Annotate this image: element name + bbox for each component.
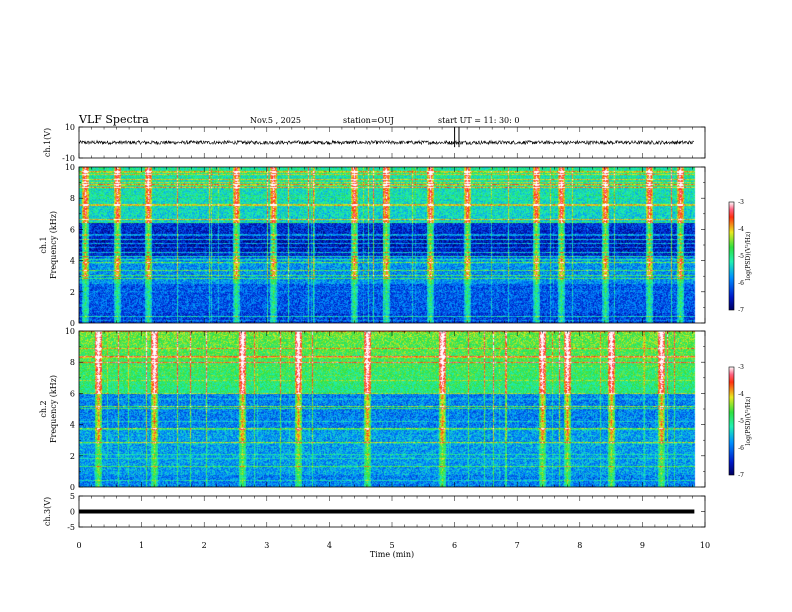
ch1-colorbar-scale <box>728 201 735 311</box>
x-tick-label: 6 <box>452 541 457 550</box>
x-axis: 0 1 2 3 4 5 6 7 8 9 10 Time (min) <box>76 541 710 559</box>
y-tick-label: -5 <box>67 523 75 532</box>
y-axis-label: ch.1(V) <box>43 128 52 157</box>
y-tick-label: 2 <box>70 452 75 461</box>
ch2-spectrogram-image <box>79 331 705 487</box>
ch1-colorbar: -3 -4 -5 -6 -7 log(PSD)(V²/Hz) <box>728 199 752 314</box>
x-tick-label: 2 <box>202 541 207 550</box>
y-axis-label-frequency: Frequency (kHz) <box>49 375 58 443</box>
y-tick-label: 8 <box>70 194 75 203</box>
x-tick-label: 4 <box>327 541 332 550</box>
y-tick-label: 4 <box>70 421 75 430</box>
date-label: Nov.5 , 2025 <box>250 116 301 125</box>
colorbar-tick-label: -3 <box>738 364 744 371</box>
ch1-waveform-panel: 10 -10 ch.1(V) <box>43 123 706 163</box>
colorbar-tick-label: -3 <box>738 199 744 206</box>
y-tick-label: 10 <box>65 163 75 172</box>
y-tick-label: -10 <box>62 154 75 163</box>
y-axis-label-channel: ch.2 <box>39 400 48 417</box>
y-tick-label: 8 <box>70 358 75 367</box>
colorbar-tick-label: -7 <box>738 472 744 479</box>
y-axis-label: ch.3(V) <box>43 497 52 526</box>
y-tick-label: 6 <box>70 389 75 398</box>
y-tick-label: 10 <box>65 123 75 132</box>
figure-title: VLF Spectra <box>78 113 149 126</box>
y-tick-label: 2 <box>70 288 75 297</box>
y-axis-label-channel: ch.1 <box>39 236 48 253</box>
colorbar-tick-label: -6 <box>738 280 744 287</box>
x-tick-label: 10 <box>700 541 710 550</box>
ch1-spectrogram-image <box>79 167 705 323</box>
colorbar-label: log(PSD)(V²/Hz) <box>745 397 752 446</box>
y-tick-label: 5 <box>70 492 75 501</box>
y-axis-label-frequency: Frequency (kHz) <box>49 211 58 279</box>
ch2-spectrogram-panel: 0 2 4 6 8 10 ch.2 Frequency (kHz) <box>39 327 706 492</box>
start-time-label: start UT = 11: 30: 0 <box>438 116 519 125</box>
x-tick-label: 0 <box>76 541 81 550</box>
y-tick-label: 4 <box>70 257 75 266</box>
x-axis-label: Time (min) <box>370 550 414 559</box>
ch2-colorbar: -3 -4 -5 -6 -7 log(PSD)(V²/Hz) <box>728 364 752 479</box>
station-label: station=OUJ <box>343 116 394 125</box>
ch3-waveform-panel: 5 0 -5 ch.3(V) <box>43 492 706 532</box>
y-tick-label: 0 <box>70 508 75 517</box>
ch1-spectrogram-panel: 0 2 4 6 8 10 ch.1 Frequency (kHz) <box>39 163 706 328</box>
colorbar-tick-label: -6 <box>738 445 744 452</box>
x-tick-label: 5 <box>389 541 394 550</box>
x-tick-label: 8 <box>577 541 582 550</box>
x-tick-label: 1 <box>139 541 144 550</box>
colorbar-tick-label: -4 <box>738 391 744 398</box>
ch2-colorbar-scale <box>728 366 735 476</box>
colorbar-tick-label: -4 <box>738 226 744 233</box>
x-tick-label: 3 <box>264 541 269 550</box>
colorbar-label: log(PSD)(V²/Hz) <box>745 232 752 281</box>
colorbar-tick-label: -7 <box>738 307 744 314</box>
y-tick-label: 6 <box>70 225 75 234</box>
y-tick-label: 10 <box>65 327 75 336</box>
y-tick-label: 0 <box>70 319 75 328</box>
colorbar-tick-label: -5 <box>738 253 744 260</box>
colorbar-tick-label: -5 <box>738 418 744 425</box>
x-tick-label: 7 <box>515 541 520 550</box>
x-tick-label: 9 <box>640 541 645 550</box>
ch1-waveform-trace <box>78 139 695 146</box>
y-tick-label: 0 <box>70 483 75 492</box>
